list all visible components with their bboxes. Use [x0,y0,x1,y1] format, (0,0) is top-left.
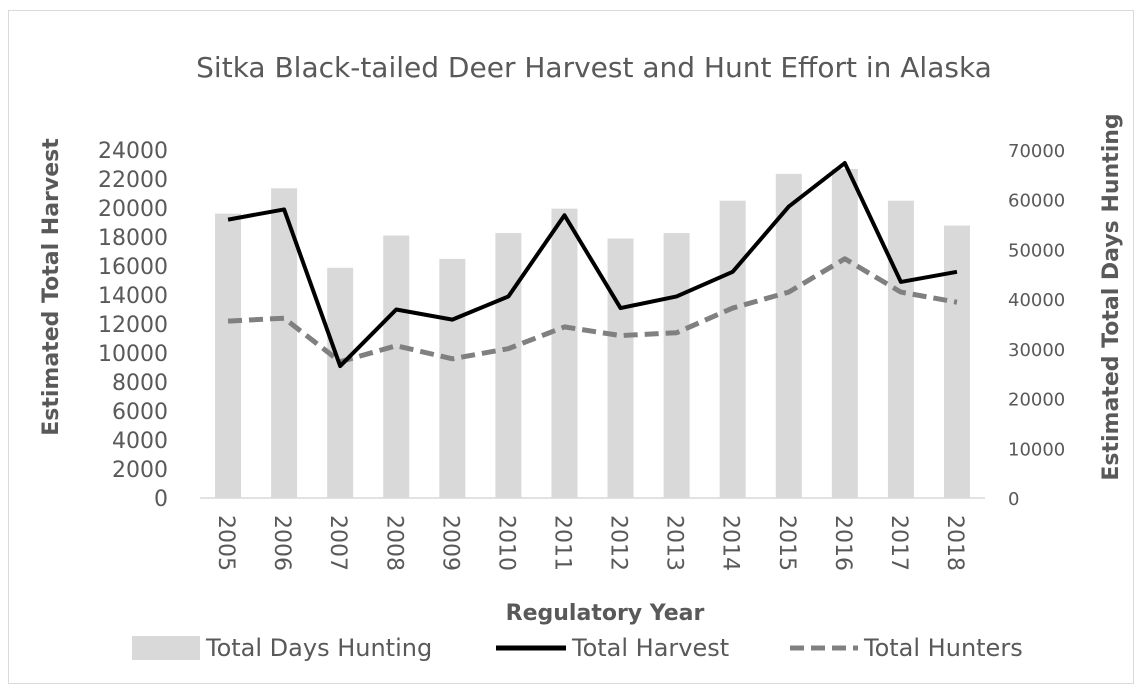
y2-tick-label: 30000 [1008,340,1065,361]
bar-2013 [663,233,690,498]
y2-tick-label: 70000 [1008,141,1065,162]
y-tick-label: 16000 [98,255,168,280]
legend-label-days-hunting: Total Days Hunting [205,634,432,662]
x-tick-label: 2010 [493,515,518,571]
legend-label-hunters: Total Hunters [863,634,1023,662]
y-axis-title: Estimated Total Harvest [39,138,64,436]
x-tick-label: 2016 [830,515,855,571]
y-tick-label: 8000 [112,371,168,396]
chart-title: Sitka Black-tailed Deer Harvest and Hunt… [196,51,992,84]
x-tick-label: 2014 [718,515,743,571]
bar-2007 [327,267,354,498]
y2-tick-label: 50000 [1008,240,1065,261]
bar-2010 [495,233,522,498]
x-tick-label: 2009 [437,515,462,571]
x-tick-label: 2013 [662,515,687,571]
line-total-harvest [227,161,958,369]
y-tick-label: 0 [154,487,168,512]
y2-axis-title: Estimated Total Days Hunting [1099,113,1124,480]
x-tick-label: 2017 [886,515,911,571]
y-tick-label: 20000 [98,197,168,222]
bar-2017 [887,200,914,499]
y-tick-label: 10000 [98,342,168,367]
y2-tick-label: 0 [1008,489,1019,510]
legend-label-harvest: Total Harvest [571,634,729,662]
y-tick-label: 14000 [98,284,168,309]
y2-tick-label: 40000 [1008,290,1065,311]
y2-tick-label: 20000 [1008,390,1065,411]
bar-2005 [215,213,242,499]
y-tick-label: 6000 [112,400,168,425]
x-tick-label: 2006 [269,515,294,571]
line-layer [227,161,958,369]
y-axis-ticks: 0 2000 4000 6000 8000 10000 12000 14000 16000 180… [98,139,168,512]
x-tick-label: 2011 [549,515,574,571]
bar-2006 [271,188,298,498]
bar-2009 [439,258,466,498]
bar-2014 [719,200,746,499]
bar-2016 [831,168,858,499]
bar-2011 [551,208,578,499]
y-tick-label: 2000 [112,458,168,483]
bar-2008 [383,235,410,498]
legend-swatch-days-hunting [132,636,200,660]
y-tick-label: 24000 [98,139,168,164]
x-axis-title: Regulatory Year [506,601,705,626]
x-tick-label: 2018 [942,515,967,571]
x-tick-label: 2005 [213,515,238,571]
y2-tick-label: 10000 [1008,439,1065,460]
y2-axis-ticks: 0 10000 20000 30000 40000 50000 60000 70000 [1008,141,1065,510]
x-axis-ticks: 2005 2006 2007 2008 2009 2010 2011 2012 2013 2014… [213,515,967,571]
legend: Total Days Hunting Total Harvest Total H… [132,634,1023,662]
x-tick-label: 2012 [606,515,631,571]
y-tick-label: 22000 [98,168,168,193]
bar-2018 [943,225,970,498]
bar-2012 [607,238,634,498]
y-tick-label: 12000 [98,313,168,338]
x-tick-label: 2007 [325,515,350,571]
y-tick-label: 4000 [112,429,168,454]
x-tick-label: 2008 [381,515,406,571]
bar-layer [215,168,970,499]
y2-tick-label: 60000 [1008,191,1065,212]
y-tick-label: 18000 [98,226,168,251]
x-tick-label: 2015 [774,515,799,571]
bar-2015 [775,173,802,498]
